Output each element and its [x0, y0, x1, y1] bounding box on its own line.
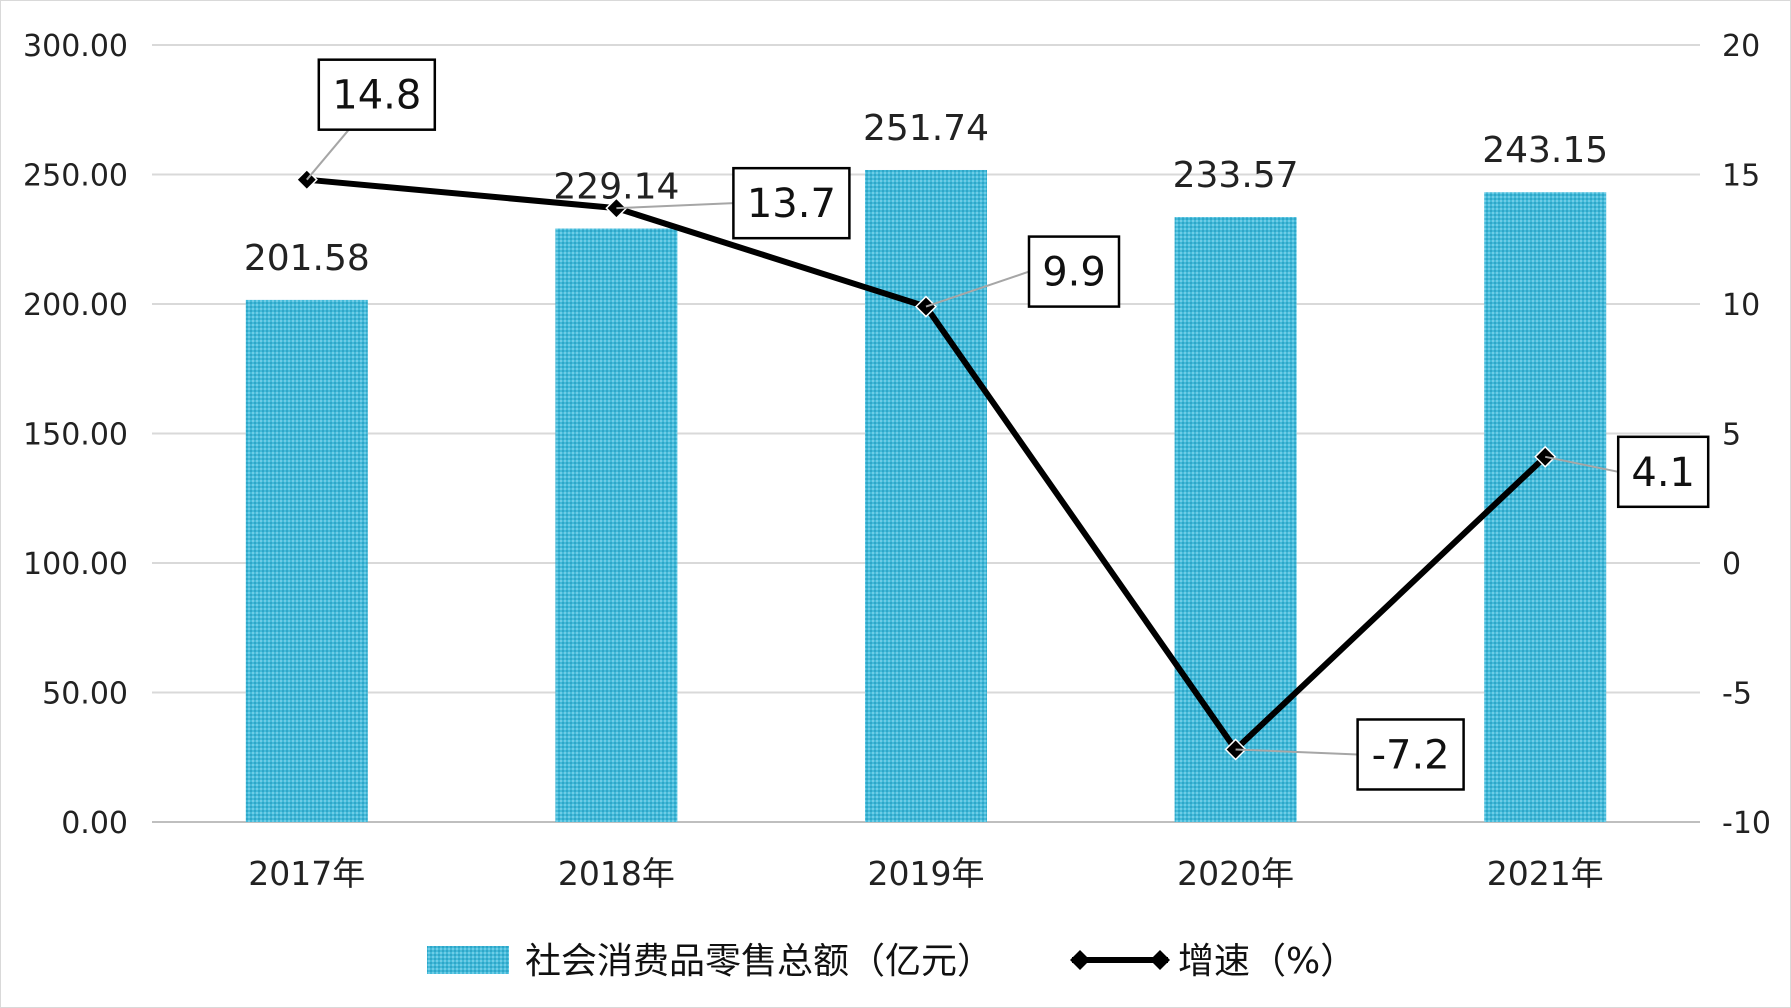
right-tick-label: 5 [1722, 418, 1741, 453]
growth-value-label: 4.1 [1631, 450, 1695, 496]
category-label: 2019年 [868, 854, 985, 893]
bar [865, 169, 987, 822]
bar-value-label: 243.15 [1482, 130, 1608, 171]
leader-line [1544, 455, 1619, 473]
bar-value-label: 233.57 [1173, 155, 1299, 196]
legend-label-line: 增速（%） [1178, 941, 1356, 982]
left-tick-label: 50.00 [42, 677, 128, 712]
growth-label-box [1356, 718, 1465, 791]
category-label: 2021年 [1487, 854, 1604, 893]
growth-label-box [1616, 435, 1710, 509]
legend: 社会消费品零售总额（亿元） 增速（%） [427, 941, 1356, 982]
growth-value-label: 14.8 [332, 73, 421, 119]
axis-ticks: 0.00 50.00 100.00 150.00 200.00 250.00 300.00 -… [23, 29, 1771, 893]
leader-line [616, 202, 734, 210]
data-labels: 201.58 229.14 251.74 233.57 243.15 14.8 13.7 9.… [244, 58, 1710, 791]
bar [1174, 217, 1297, 822]
legend-marker [1150, 950, 1170, 970]
growth-value-label: 9.9 [1042, 250, 1106, 296]
right-tick-label: -5 [1722, 677, 1752, 712]
growth-label-box [732, 166, 851, 240]
right-tick-label: 10 [1722, 288, 1760, 323]
left-tick-label: 100.00 [23, 547, 128, 582]
leader-line [306, 129, 350, 181]
left-tick-label: 0.00 [61, 806, 128, 841]
leader-line [1235, 748, 1358, 756]
right-tick-label: 15 [1722, 159, 1760, 194]
growth-value-label: 13.7 [747, 181, 836, 227]
bar [245, 299, 368, 822]
bar-value-label: 201.58 [244, 238, 370, 279]
left-tick-label: 150.00 [23, 418, 128, 453]
leader-line [925, 270, 1030, 308]
growth-value-label: -7.2 [1372, 732, 1450, 778]
left-tick-label: 200.00 [23, 288, 128, 323]
growth-label-box [1027, 235, 1121, 308]
legend-marker [1070, 950, 1090, 970]
right-tick-label: 20 [1722, 29, 1760, 64]
legend-label-bars: 社会消费品零售总额（亿元） [525, 941, 993, 982]
growth-label-box [317, 58, 437, 131]
left-tick-label: 250.00 [23, 159, 128, 194]
left-tick-label: 300.00 [23, 29, 128, 64]
category-label: 2017年 [248, 854, 365, 893]
legend-swatch-bars [427, 946, 509, 974]
category-label: 2020年 [1177, 854, 1294, 893]
bar-value-label: 229.14 [553, 167, 679, 208]
right-tick-label: -10 [1722, 806, 1771, 841]
right-tick-label: 0 [1722, 547, 1741, 582]
bar [555, 228, 678, 822]
bar-value-label: 251.74 [863, 108, 989, 149]
bar [1484, 192, 1607, 822]
category-label: 2018年 [558, 854, 675, 893]
bar-series [245, 169, 1607, 822]
